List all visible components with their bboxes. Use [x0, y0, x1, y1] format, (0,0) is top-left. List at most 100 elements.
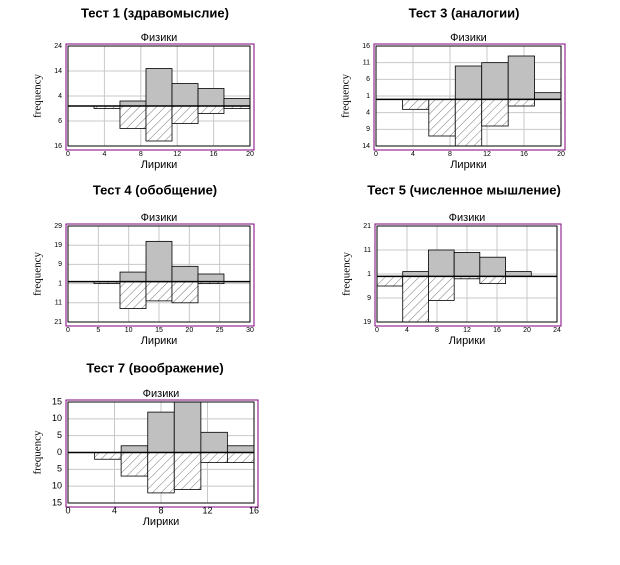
x-tick-label: 12	[483, 151, 491, 158]
series-label: Лирики	[449, 335, 486, 347]
bar	[171, 281, 199, 304]
y-tick-label: 5	[57, 430, 62, 440]
bar	[147, 411, 175, 453]
bar	[145, 240, 173, 283]
y-axis-label: frequency	[32, 252, 44, 296]
bar	[197, 273, 225, 283]
y-tick-label: 10	[52, 413, 62, 423]
y-tick-label: 15	[52, 396, 62, 406]
y-tick-label: 1	[58, 280, 62, 287]
y-tick-label: 4	[366, 110, 370, 117]
x-tick-label: 5	[96, 327, 100, 334]
bar	[428, 249, 455, 277]
bar	[507, 55, 535, 100]
chart-title: Тест 4 (обобщение)	[93, 182, 217, 197]
bar	[481, 98, 509, 127]
plot-frame	[67, 45, 251, 147]
x-tick-label: 8	[448, 151, 452, 158]
plot-frame	[67, 225, 251, 323]
plot-frame-outer	[65, 399, 259, 508]
bar	[402, 275, 429, 323]
x-tick-label: 16	[210, 151, 218, 158]
x-tick-label: 0	[375, 327, 379, 334]
bar	[197, 105, 225, 114]
y-tick-label: 11	[55, 300, 62, 307]
bar	[376, 275, 404, 287]
bar	[200, 452, 228, 464]
y-tick-label: 14	[54, 68, 62, 75]
x-tick-label: 0	[66, 327, 70, 334]
y-tick-label: 6	[366, 76, 370, 83]
bar	[479, 275, 506, 284]
bar	[197, 88, 225, 107]
series-label: Физики	[141, 212, 178, 224]
bar	[454, 98, 483, 147]
y-tick-label: 6	[58, 118, 62, 125]
bar	[507, 98, 535, 107]
x-tick-label: 20	[557, 151, 565, 158]
bar	[119, 281, 147, 309]
plot-frame-outer	[65, 43, 255, 151]
bar	[171, 105, 199, 124]
y-tick-label: 11	[363, 60, 370, 67]
plot-frame	[67, 401, 255, 504]
series-label: Лирики	[141, 335, 178, 347]
series-label: Физики	[143, 388, 180, 400]
x-tick-label: 4	[112, 505, 117, 515]
x-tick-label: 30	[246, 327, 254, 334]
x-tick-label: 24	[553, 327, 561, 334]
bar	[226, 452, 255, 464]
plot-frame-outer	[373, 43, 566, 151]
x-tick-label: 4	[405, 327, 409, 334]
bar	[120, 452, 149, 477]
bar	[171, 265, 199, 283]
bar	[120, 445, 149, 453]
y-tick-label: 15	[52, 497, 62, 507]
x-tick-label: 0	[65, 505, 70, 515]
y-tick-label: 9	[58, 261, 62, 268]
bar	[119, 271, 147, 283]
bar	[173, 452, 202, 490]
bar	[402, 98, 430, 110]
y-tick-label: 9	[367, 295, 371, 302]
x-tick-label: 15	[155, 327, 163, 334]
x-tick-label: 0	[66, 151, 70, 158]
x-tick-label: 16	[493, 327, 501, 334]
series-label: Физики	[450, 32, 487, 44]
x-tick-label: 25	[216, 327, 224, 334]
bar	[453, 251, 481, 277]
y-tick-label: 1	[367, 271, 371, 278]
plot-frame-outer	[65, 223, 255, 327]
y-tick-label: 16	[54, 143, 62, 150]
bar	[145, 105, 173, 142]
plot-frame	[376, 225, 558, 323]
plot-frame	[375, 45, 562, 147]
x-tick-label: 8	[158, 505, 163, 515]
y-tick-label: 5	[57, 464, 62, 474]
plot-frame-outer	[374, 223, 562, 327]
bar	[428, 275, 455, 301]
chart-title: Тест 7 (воображение)	[86, 360, 223, 375]
y-tick-label: 19	[363, 319, 371, 326]
y-tick-label: 1	[366, 93, 370, 100]
y-tick-label: 21	[54, 319, 62, 326]
y-axis-label: frequency	[32, 74, 44, 118]
bar	[145, 281, 173, 302]
y-tick-label: 19	[54, 242, 62, 249]
bar	[428, 98, 456, 137]
x-tick-label: 8	[435, 327, 439, 334]
bar	[481, 62, 509, 100]
y-axis-label: frequency	[32, 430, 44, 474]
x-tick-label: 16	[520, 151, 528, 158]
x-tick-label: 12	[173, 151, 181, 158]
bar	[173, 401, 202, 453]
bar	[454, 65, 483, 100]
bar	[200, 431, 228, 453]
chart-title: Тест 5 (численное мышление)	[367, 182, 561, 197]
bar	[534, 92, 562, 100]
bar	[147, 452, 175, 494]
y-tick-label: 29	[54, 223, 62, 230]
bar	[119, 105, 147, 129]
x-tick-label: 0	[374, 151, 378, 158]
